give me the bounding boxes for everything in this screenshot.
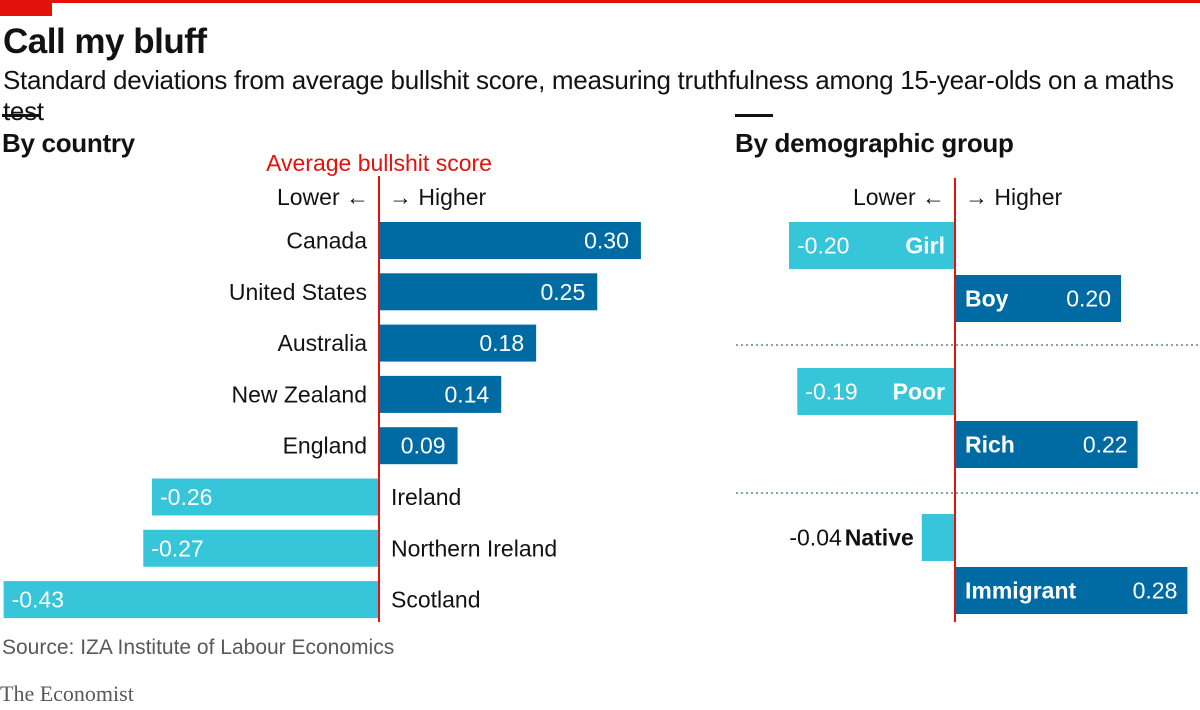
bar-united-states	[379, 273, 598, 311]
category-label-england: England	[283, 433, 367, 459]
bar-england	[379, 427, 458, 465]
category-label-new-zealand: New Zealand	[231, 381, 367, 407]
bar-poor	[797, 368, 955, 415]
bar-northern-ireland	[143, 529, 379, 567]
direction-lower-demographic: Lower ←	[853, 184, 945, 210]
top-rule	[0, 0, 1200, 3]
category-label-native: Native	[845, 525, 914, 551]
value-label-united-states: 0.25	[540, 279, 585, 305]
direction-higher-demographic: → Higher	[965, 184, 1062, 210]
category-label-boy: Boy	[965, 286, 1009, 312]
category-label-poor: Poor	[893, 379, 945, 405]
value-label-canada: 0.30	[584, 228, 629, 254]
bar-scotland	[3, 581, 380, 619]
bar-native	[921, 514, 955, 561]
bar-australia	[379, 324, 537, 362]
category-label-rich: Rich	[965, 432, 1015, 458]
section-rule-demographic	[735, 114, 773, 117]
value-label-boy: 0.20	[1066, 286, 1111, 312]
bar-boy	[955, 275, 1121, 322]
value-label-england: 0.09	[401, 433, 446, 459]
category-label-ireland: Ireland	[391, 484, 461, 510]
category-label-northern-ireland: Northern Ireland	[391, 535, 557, 561]
category-label-immigrant: Immigrant	[965, 578, 1077, 604]
source-note: Source: IZA Institute of Labour Economic…	[2, 636, 395, 659]
bar-rich	[955, 421, 1138, 468]
category-label-canada: Canada	[286, 228, 367, 254]
bar-new-zealand	[379, 375, 502, 413]
value-label-new-zealand: 0.14	[444, 381, 489, 407]
chart-title: Call my bluff	[3, 22, 207, 61]
reference-label: Average bullshit score	[266, 150, 492, 176]
brand-red-tag	[0, 0, 52, 16]
category-label-australia: Australia	[278, 330, 368, 356]
bar-ireland	[152, 478, 379, 516]
category-label-girl: Girl	[905, 233, 945, 259]
value-label-rich: 0.22	[1083, 432, 1128, 458]
category-label-united-states: United States	[229, 279, 367, 305]
value-label-ireland: -0.26	[160, 484, 212, 510]
chart-subtitle: Standard deviations from average bullshi…	[3, 65, 1174, 126]
value-label-australia: 0.18	[479, 330, 524, 356]
value-label-native: -0.04	[789, 525, 842, 551]
value-label-girl: -0.20	[797, 233, 849, 259]
bar-canada	[379, 222, 641, 259]
section-title-country: By country	[2, 128, 135, 158]
value-label-immigrant: 0.28	[1133, 578, 1178, 604]
section-rule-country	[2, 114, 40, 117]
direction-higher-country: → Higher	[389, 184, 486, 210]
value-label-northern-ireland: -0.27	[151, 535, 203, 561]
category-label-scotland: Scotland	[391, 587, 481, 613]
bar-immigrant	[955, 567, 1188, 614]
bar-girl	[789, 222, 955, 269]
value-label-scotland: -0.43	[12, 587, 64, 613]
direction-lower-country: Lower ←	[277, 184, 369, 210]
value-label-poor: -0.19	[805, 379, 857, 405]
brand-logo: The Economist	[0, 681, 134, 706]
section-title-demographic: By demographic group	[735, 128, 1014, 158]
